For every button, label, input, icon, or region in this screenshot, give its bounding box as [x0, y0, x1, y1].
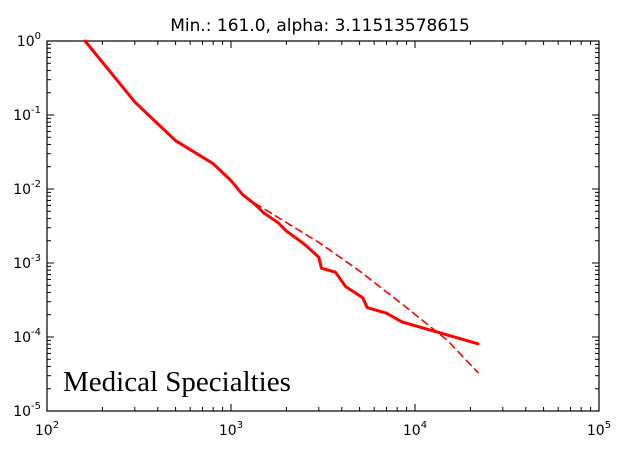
y-tick-label: 10-5: [13, 401, 41, 420]
x-tick-label: 105: [587, 420, 611, 439]
x-tick-label: 104: [403, 420, 427, 439]
plot-area: [46, 40, 600, 412]
y-tick-label: 10-2: [13, 179, 41, 198]
y-tick-label: 10-4: [13, 327, 41, 346]
series-layer: [83, 39, 480, 374]
x-tick-label: 102: [35, 420, 59, 439]
y-tick-label: 10-3: [13, 253, 41, 272]
chart-title: Min.: 161.0, alpha: 3.11513578615: [170, 16, 470, 36]
data-line: [83, 39, 480, 346]
fit-line: [254, 202, 479, 374]
axis-tick-labels: 102 103 104 105 100 10-1 10-2 10-3 10-4 10-5: [13, 31, 611, 439]
axis-ticks: [47, 41, 599, 411]
x-tick-label: 103: [219, 420, 243, 439]
chart-annotation: Medical Specialties: [63, 366, 291, 398]
y-tick-label: 100: [17, 31, 41, 50]
y-tick-label: 10-1: [13, 105, 41, 124]
